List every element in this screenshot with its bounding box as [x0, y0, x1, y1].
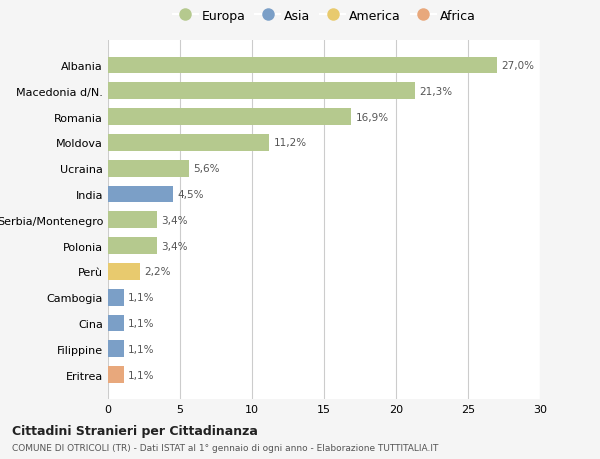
- Bar: [108, 289, 124, 306]
- Bar: [108, 135, 269, 151]
- Bar: [108, 109, 352, 126]
- Text: 4,5%: 4,5%: [177, 190, 203, 200]
- Bar: [108, 238, 157, 254]
- Bar: [108, 212, 157, 229]
- Text: 27,0%: 27,0%: [501, 61, 534, 71]
- Bar: [108, 263, 140, 280]
- Text: 1,1%: 1,1%: [128, 369, 155, 380]
- Bar: [108, 57, 497, 74]
- Text: 5,6%: 5,6%: [193, 164, 220, 174]
- Text: 11,2%: 11,2%: [274, 138, 307, 148]
- Text: 3,4%: 3,4%: [161, 215, 188, 225]
- Bar: [108, 161, 188, 177]
- Text: 1,1%: 1,1%: [128, 292, 155, 302]
- Bar: [108, 366, 124, 383]
- Bar: [108, 84, 415, 100]
- Bar: [108, 341, 124, 357]
- Text: 3,4%: 3,4%: [161, 241, 188, 251]
- Text: 21,3%: 21,3%: [419, 87, 452, 97]
- Text: Cittadini Stranieri per Cittadinanza: Cittadini Stranieri per Cittadinanza: [12, 425, 258, 437]
- Text: 1,1%: 1,1%: [128, 344, 155, 354]
- Text: COMUNE DI OTRICOLI (TR) - Dati ISTAT al 1° gennaio di ogni anno - Elaborazione T: COMUNE DI OTRICOLI (TR) - Dati ISTAT al …: [12, 443, 439, 452]
- Legend: Europa, Asia, America, Africa: Europa, Asia, America, Africa: [167, 5, 481, 28]
- Text: 16,9%: 16,9%: [356, 112, 389, 123]
- Bar: [108, 315, 124, 331]
- Text: 1,1%: 1,1%: [128, 318, 155, 328]
- Bar: [108, 186, 173, 203]
- Text: 2,2%: 2,2%: [144, 267, 170, 277]
